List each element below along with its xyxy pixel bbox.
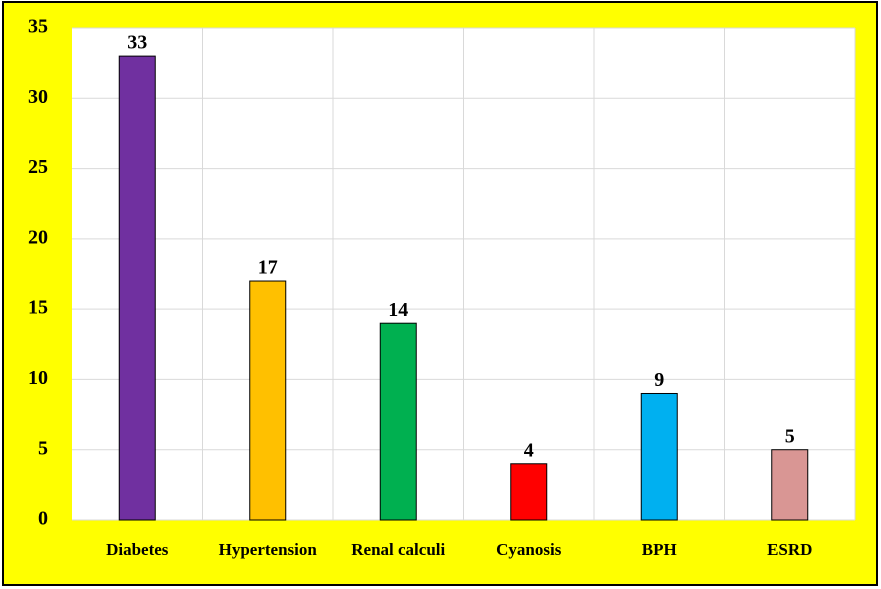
bar bbox=[249, 280, 287, 521]
data-label: 9 bbox=[654, 369, 664, 391]
y-tick-label: 10 bbox=[28, 367, 48, 389]
x-tick-label: Hypertension bbox=[219, 540, 318, 559]
y-tick-label: 30 bbox=[28, 86, 48, 108]
x-tick-label: Diabetes bbox=[106, 540, 169, 559]
bar bbox=[771, 449, 809, 521]
x-tick-label: Cyanosis bbox=[496, 540, 562, 559]
y-tick-label: 20 bbox=[28, 226, 48, 248]
data-label: 14 bbox=[388, 299, 408, 321]
y-tick-label: 25 bbox=[28, 156, 48, 178]
x-tick-label: ESRD bbox=[767, 540, 812, 559]
bar bbox=[640, 392, 678, 521]
y-tick-label: 35 bbox=[28, 16, 48, 38]
bar bbox=[379, 322, 417, 521]
data-label: 5 bbox=[785, 425, 795, 447]
data-label: 4 bbox=[524, 439, 534, 461]
bar bbox=[510, 463, 548, 521]
x-tick-label: Renal calculi bbox=[351, 540, 445, 559]
data-label: 33 bbox=[127, 32, 147, 54]
y-tick-label: 5 bbox=[38, 437, 48, 459]
data-label: 17 bbox=[258, 257, 278, 279]
bar bbox=[118, 55, 156, 521]
y-tick-label: 15 bbox=[28, 297, 48, 319]
y-tick-label: 0 bbox=[38, 508, 48, 530]
x-tick-label: BPH bbox=[642, 540, 677, 559]
